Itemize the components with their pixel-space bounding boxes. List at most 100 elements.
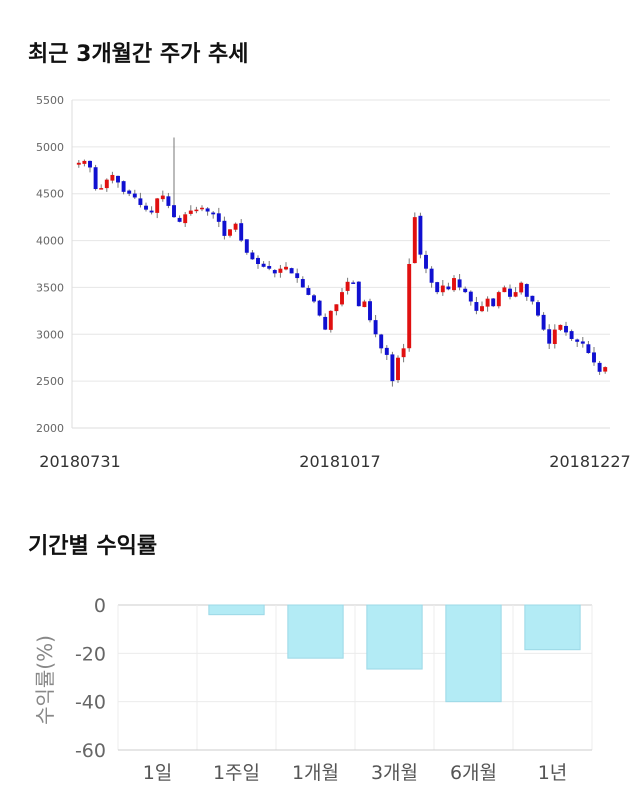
returns-y-axis-label: 수익률(%) — [33, 635, 57, 725]
price-y-tick: 5000 — [36, 141, 64, 154]
price-candle — [345, 281, 350, 291]
price-candle — [76, 162, 81, 165]
price-candle — [228, 229, 232, 236]
price-candle — [216, 213, 221, 222]
price-candle — [513, 292, 518, 297]
price-candle — [468, 291, 473, 302]
price-candle — [233, 223, 238, 230]
price-candle — [278, 268, 283, 273]
returns-x-tick-labels: 1일 1주일 1개월 3개월 6개월 1년 — [143, 762, 568, 784]
price-y-tick-labels: 2000 2500 3000 3500 4000 4500 5000 5500 — [36, 94, 64, 435]
price-candle — [121, 181, 126, 192]
price-candle — [373, 320, 378, 335]
price-candle — [340, 292, 344, 305]
price-candle — [289, 268, 294, 274]
returns-bar — [366, 604, 423, 670]
price-candle — [267, 265, 272, 269]
price-candle — [272, 270, 277, 274]
returns-y-tick: 0 — [94, 595, 106, 617]
price-candle — [82, 160, 87, 164]
returns-bar — [208, 604, 265, 616]
price-candle — [440, 285, 445, 293]
price-candle — [564, 325, 568, 333]
price-candle — [211, 212, 216, 215]
price-candle — [166, 196, 171, 206]
price-chart-title: 최근 3개월간 주가 추세 — [28, 42, 249, 67]
price-candle — [547, 329, 552, 344]
returns-y-tick: -40 — [75, 692, 106, 714]
price-candle — [295, 273, 300, 279]
price-candle — [155, 198, 160, 213]
price-y-tick: 4000 — [36, 235, 64, 248]
price-candle — [412, 217, 417, 264]
price-candle — [104, 179, 109, 189]
price-candle — [250, 252, 255, 260]
price-candle — [435, 282, 440, 293]
price-candle — [424, 254, 428, 269]
price-candle — [188, 210, 193, 214]
price-y-tick: 5500 — [36, 94, 64, 107]
price-candle — [496, 292, 501, 307]
price-candles — [76, 137, 608, 387]
price-candle — [446, 286, 451, 290]
price-candle — [379, 334, 384, 349]
price-candle — [194, 209, 199, 212]
price-candle — [384, 347, 389, 355]
price-x-tick: 20181017 — [299, 452, 380, 471]
price-candle — [541, 314, 546, 330]
price-y-tick: 3000 — [36, 328, 64, 341]
returns-y-tick: -60 — [75, 740, 106, 762]
returns-x-tick: 3개월 — [371, 762, 418, 784]
price-x-tick: 20180731 — [39, 452, 120, 471]
price-candle — [575, 339, 580, 342]
price-candle — [172, 205, 176, 218]
price-candle — [93, 167, 98, 190]
returns-bar — [524, 604, 581, 651]
returns-y-tick-labels: 0 -20 -40 -60 — [75, 595, 106, 762]
price-candle — [480, 306, 484, 312]
price-candle — [205, 208, 210, 212]
price-x-tick-labels: 20180731 20181017 20181227 — [39, 452, 630, 471]
price-x-tick: 20181227 — [549, 452, 630, 471]
price-candle — [200, 207, 204, 210]
price-candle — [300, 279, 305, 288]
price-candle — [183, 214, 188, 224]
returns-x-tick: 1개월 — [292, 762, 339, 784]
price-candle — [362, 301, 367, 308]
price-candle — [149, 210, 154, 213]
price-candle — [580, 341, 585, 344]
price-candle — [99, 188, 104, 190]
price-candle — [256, 257, 260, 264]
price-candle — [429, 268, 434, 283]
price-candle — [317, 300, 322, 316]
price-y-tick: 2500 — [36, 375, 64, 388]
price-grid — [71, 99, 610, 429]
price-candle — [569, 331, 574, 339]
price-candle — [323, 316, 328, 330]
price-candle — [88, 160, 92, 168]
returns-bars — [208, 604, 581, 703]
price-candle — [474, 302, 479, 311]
price-candle — [351, 282, 356, 284]
price-candle — [261, 263, 266, 267]
price-candle — [239, 223, 244, 241]
price-candlestick-chart: 2000 2500 3000 3500 4000 4500 5000 5500 2018073… — [36, 94, 631, 471]
price-candle — [396, 357, 400, 381]
price-candle — [524, 284, 529, 297]
price-candle — [138, 198, 143, 205]
returns-x-tick: 1년 — [538, 762, 568, 784]
price-candle — [244, 239, 249, 253]
price-candle — [530, 295, 535, 302]
price-candle — [110, 174, 115, 181]
price-candle — [597, 362, 602, 372]
price-candle — [401, 348, 406, 358]
price-candle — [116, 175, 120, 183]
returns-x-tick: 1일 — [143, 762, 173, 784]
price-candle — [312, 295, 316, 302]
returns-chart-title: 기간별 수익률 — [28, 534, 158, 559]
price-y-tick: 3500 — [36, 281, 64, 294]
returns-bar — [287, 604, 344, 659]
price-candle — [519, 282, 524, 293]
price-candle — [306, 288, 311, 295]
